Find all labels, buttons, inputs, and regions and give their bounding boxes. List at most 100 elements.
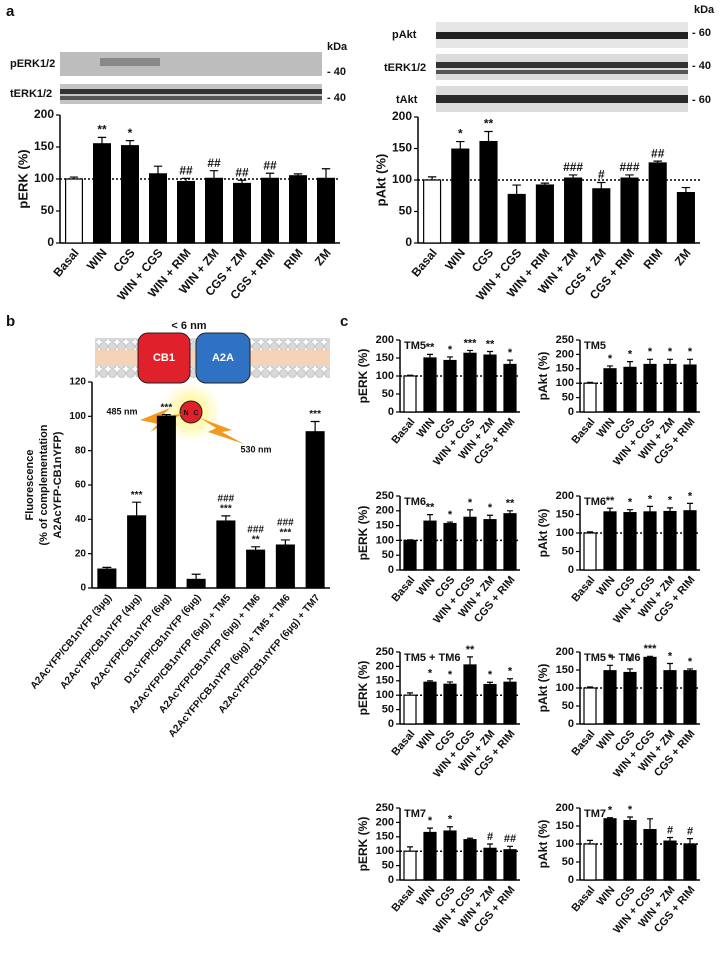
error-bar bbox=[487, 350, 493, 356]
significance-label: * bbox=[688, 490, 693, 502]
error-bar bbox=[507, 359, 513, 365]
y-axis-label: pERK (%) bbox=[356, 661, 370, 716]
y-tick-label: 150 bbox=[376, 520, 394, 532]
y-tick-label: 50 bbox=[382, 549, 394, 561]
error-bar bbox=[667, 358, 673, 365]
y-tick-label: 0 bbox=[80, 583, 86, 594]
y-tick-label: 100 bbox=[34, 171, 54, 185]
error-bar bbox=[181, 177, 191, 182]
significance-label: # bbox=[487, 831, 493, 843]
error-bar bbox=[280, 539, 290, 546]
error-bar bbox=[427, 827, 433, 833]
x-tick-label: WIN bbox=[595, 884, 618, 908]
error-bar bbox=[627, 668, 633, 673]
blot-unit: kDa bbox=[694, 4, 715, 16]
chart-title: TM7 bbox=[404, 808, 426, 820]
blot-unit: kDa bbox=[327, 41, 348, 53]
bar bbox=[648, 162, 667, 244]
error-bar bbox=[321, 168, 331, 179]
blot-label: tERK1/2 bbox=[384, 62, 426, 74]
significance-label: * bbox=[508, 347, 513, 359]
bar bbox=[663, 670, 677, 725]
diagram-label: CB1 bbox=[153, 352, 175, 364]
y-tick-label: 40 bbox=[75, 514, 87, 525]
significance-label: ## bbox=[235, 165, 249, 179]
x-tick-label: Basal bbox=[389, 728, 417, 758]
y-tick-label: 50 bbox=[562, 700, 574, 712]
x-tick-label: WIN bbox=[415, 416, 438, 440]
x-tick-label: Basal bbox=[569, 884, 597, 914]
error-bar bbox=[407, 692, 413, 696]
y-tick-label: 200 bbox=[376, 816, 394, 828]
significance-label: ** bbox=[252, 534, 260, 545]
significance-label: ** bbox=[426, 341, 435, 353]
error-bar bbox=[221, 515, 231, 522]
significance-label: * bbox=[628, 656, 633, 668]
bar bbox=[463, 352, 477, 413]
blot-marker: - 40 bbox=[692, 60, 711, 72]
bar bbox=[443, 359, 457, 413]
error-bar bbox=[653, 160, 662, 163]
y-axis-label: pAkt (%) bbox=[536, 509, 550, 558]
error-bar bbox=[191, 573, 201, 580]
x-tick-label: WIN bbox=[595, 416, 618, 440]
error-bar bbox=[467, 509, 473, 518]
bar bbox=[643, 511, 657, 571]
error-bar bbox=[627, 361, 633, 368]
bar bbox=[603, 368, 617, 413]
error-bar bbox=[540, 182, 550, 186]
y-tick-label: 250 bbox=[376, 802, 394, 814]
error-bar bbox=[125, 140, 135, 146]
error-bar bbox=[507, 678, 513, 683]
bar bbox=[676, 192, 695, 244]
error-bar bbox=[647, 655, 653, 658]
bar bbox=[643, 363, 657, 413]
error-bar bbox=[687, 668, 693, 671]
error-bar bbox=[484, 130, 493, 142]
y-tick-label: 0 bbox=[568, 718, 574, 730]
y-axis-label: pERK (%) bbox=[356, 506, 370, 561]
bar bbox=[186, 578, 206, 589]
error-bar bbox=[607, 817, 613, 819]
bar bbox=[643, 656, 657, 725]
y-tick-label: 80 bbox=[75, 445, 87, 456]
bar bbox=[403, 375, 417, 413]
error-bar bbox=[69, 176, 79, 179]
y-axis-label: Fluorescence bbox=[24, 450, 36, 521]
bar bbox=[507, 193, 526, 244]
y-tick-label: 250 bbox=[376, 646, 394, 658]
y-tick-label: 120 bbox=[69, 377, 86, 388]
x-tick-label: WIN bbox=[595, 574, 618, 598]
panel-label: b bbox=[6, 313, 15, 330]
x-tick-label: WIN bbox=[415, 728, 438, 752]
error-bar bbox=[407, 846, 413, 852]
error-bar bbox=[627, 816, 633, 821]
y-tick-label: 100 bbox=[376, 534, 394, 546]
significance-label: *** bbox=[309, 409, 321, 420]
error-bar bbox=[132, 501, 142, 516]
bar bbox=[623, 671, 637, 725]
x-tick-label: WIN bbox=[84, 246, 110, 273]
bar bbox=[261, 177, 280, 244]
error-bar bbox=[607, 664, 613, 671]
error-bar bbox=[607, 365, 613, 369]
bar bbox=[643, 828, 657, 881]
bar bbox=[216, 520, 236, 589]
error-bar bbox=[587, 381, 593, 384]
diagram-label: A2A bbox=[212, 352, 234, 364]
bar bbox=[64, 178, 83, 244]
significance-label: * bbox=[668, 495, 673, 507]
bar bbox=[683, 843, 697, 881]
significance-label: ** bbox=[466, 644, 475, 656]
y-tick-label: 150 bbox=[376, 831, 394, 843]
bar bbox=[317, 177, 336, 244]
error-bar bbox=[667, 507, 673, 512]
error-bar bbox=[667, 836, 673, 842]
significance-label: * bbox=[628, 804, 633, 816]
significance-label: ## bbox=[179, 164, 193, 178]
significance-label: ### bbox=[619, 160, 639, 174]
y-tick-label: 50 bbox=[382, 860, 394, 872]
error-bar bbox=[153, 165, 163, 174]
significance-label: * bbox=[428, 815, 433, 827]
